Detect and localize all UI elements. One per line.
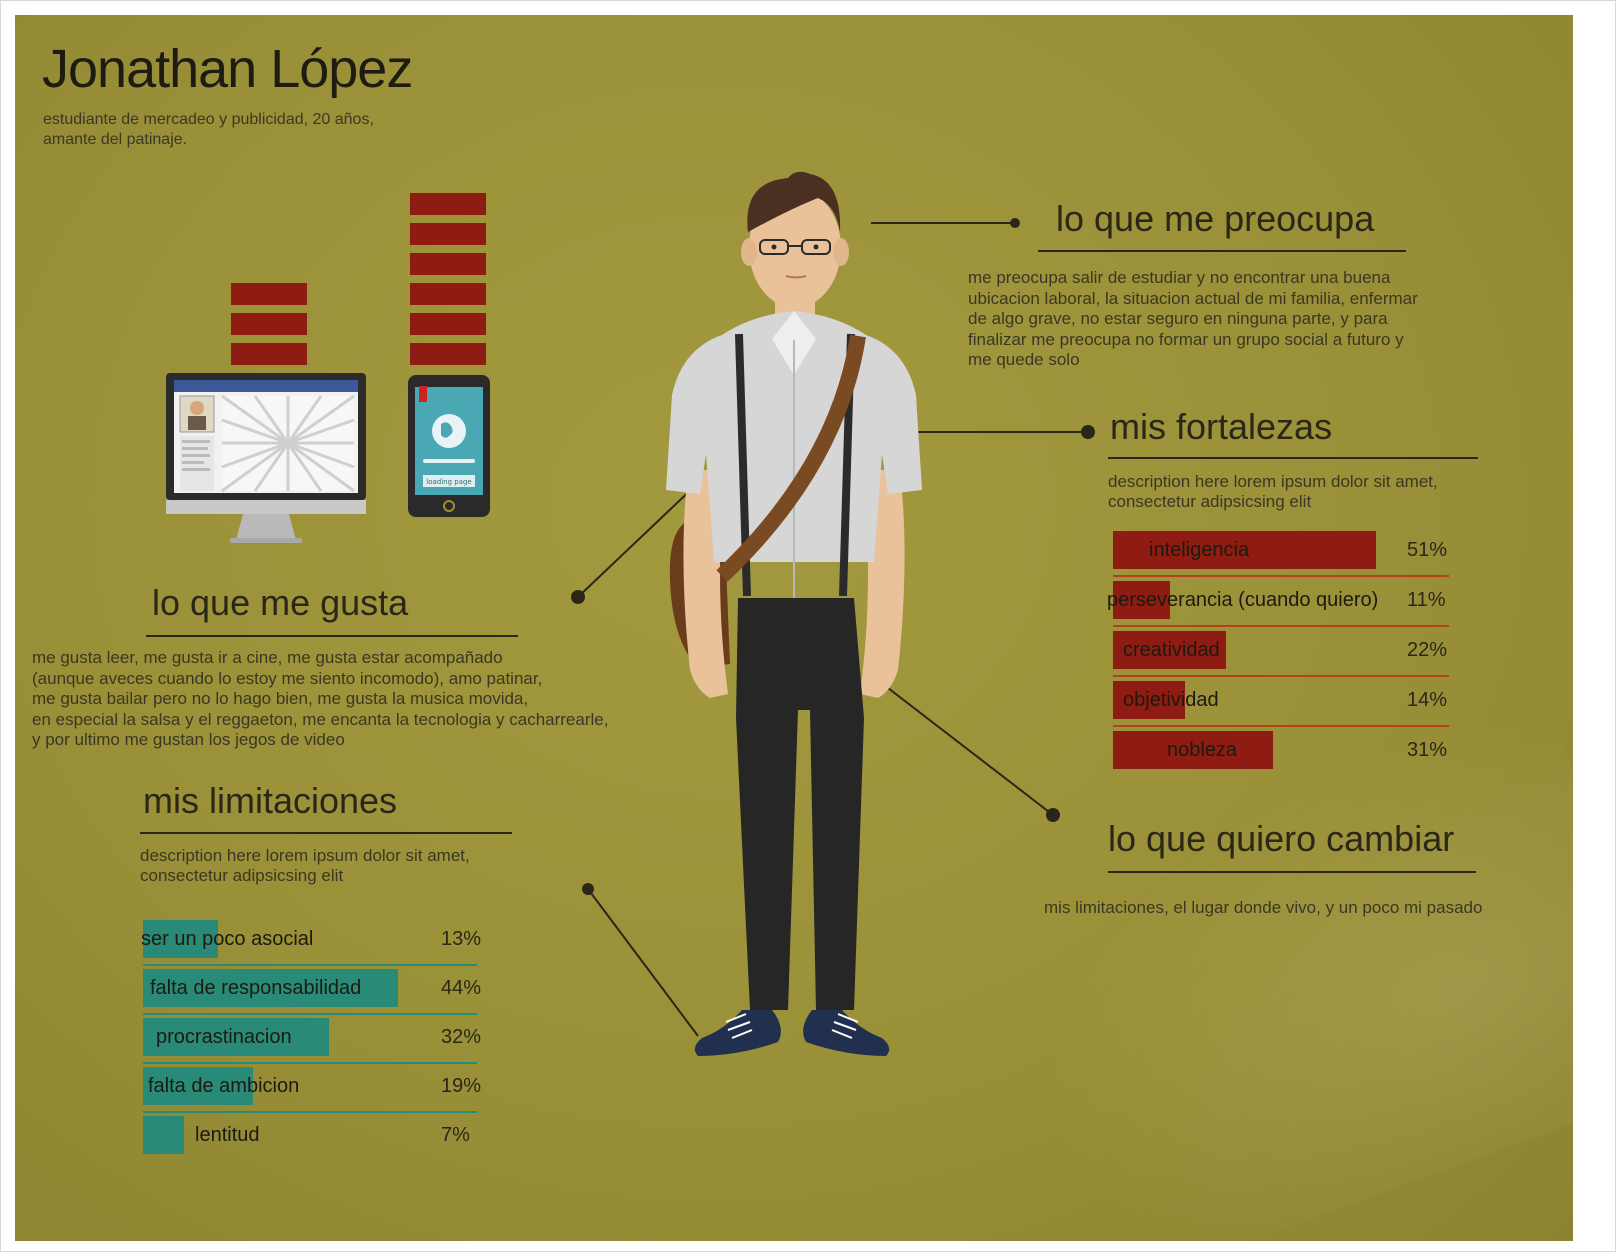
- strength-percent: 22%: [1407, 638, 1448, 661]
- limitation-bar-fill: [143, 969, 398, 1007]
- computer-monitor-icon: [166, 373, 366, 543]
- likes-line: en especial la salsa y el reggaeton, me …: [32, 709, 609, 729]
- likes-text: me gusta leer, me gusta ir a cine, me gu…: [32, 648, 608, 751]
- limitation-label: ser un poco asocial: [141, 927, 314, 950]
- strength-percent: 51%: [1407, 538, 1448, 561]
- worries-line: me quede solo: [968, 350, 1080, 369]
- phone-screen-text: loading page: [426, 478, 472, 486]
- limitation-label: lentitud: [195, 1123, 260, 1146]
- limitation-bar-fill: [143, 1116, 184, 1154]
- strength-bar-fill: [1113, 631, 1226, 669]
- strength-divider: [1113, 625, 1449, 627]
- strength-bar-fill: [1113, 731, 1273, 769]
- likes-heading-rule: [146, 635, 518, 637]
- limitation-divider: [143, 1062, 477, 1064]
- likes-line: me gusta leer, me gusta ir a cine, me gu…: [32, 648, 503, 667]
- strength-label: perseverancia (cuando quiero): [1107, 588, 1379, 611]
- strength-bar-fill: [1113, 581, 1170, 619]
- worries-line: de algo grave, no estar seguro en ningun…: [968, 309, 1388, 328]
- limitation-percent: 19%: [441, 1074, 482, 1097]
- likes-line: me gusta bailar pero no lo hago bien, me…: [32, 689, 529, 708]
- limitation-divider: [143, 964, 477, 966]
- worries-line: finalizar me preocupa no formar un grupo…: [968, 329, 1404, 349]
- subtitle-line: amante del patinaje.: [43, 131, 188, 148]
- computer-block-stack: [231, 283, 307, 365]
- person-name: Jonathan López: [42, 39, 413, 99]
- limitations-description-line: description here lorem ipsum dolor sit a…: [140, 846, 470, 865]
- strength-bar-row: nobleza 31%: [1113, 731, 1449, 769]
- strengths-description-line: description here lorem ipsum dolor sit a…: [1108, 472, 1438, 491]
- strengths-heading-rule: [1108, 457, 1478, 459]
- limitation-percent: 44%: [441, 976, 482, 999]
- strength-bar-fill: [1113, 531, 1376, 569]
- limitations-description-line: consectetur adipsicsing elit: [140, 866, 344, 885]
- strength-label: inteligencia: [1149, 538, 1250, 561]
- strength-divider: [1113, 575, 1449, 577]
- likes-heading: lo que me gusta: [152, 582, 409, 623]
- limitation-divider: [143, 1013, 477, 1015]
- strength-bar-row: inteligencia 51%: [1113, 531, 1449, 569]
- strength-bar-row: creatividad 22%: [1113, 631, 1449, 669]
- limitation-bar-fill: [143, 1067, 253, 1105]
- phone-block-stack: [410, 193, 486, 365]
- limitation-percent: 13%: [441, 927, 482, 950]
- strength-percent: 11%: [1407, 588, 1446, 611]
- change-text: mis limitaciones, el lugar donde vivo, y…: [1044, 898, 1483, 917]
- limitations-description: description here lorem ipsum dolor sit a…: [140, 846, 470, 886]
- limitation-bar-row: lentitud 7%: [143, 1116, 477, 1154]
- worries-line: me preocupa salir de estudiar y no encon…: [968, 268, 1391, 287]
- limitations-heading: mis limitaciones: [143, 780, 398, 821]
- strength-label: nobleza: [1167, 738, 1238, 761]
- worries-heading: lo que me preocupa: [1056, 198, 1375, 239]
- smartphone-icon: loading page: [408, 375, 490, 517]
- limitation-percent: 32%: [441, 1025, 482, 1048]
- limitation-label: procrastinacion: [156, 1025, 292, 1048]
- strengths-description: description here lorem ipsum dolor sit a…: [1108, 472, 1438, 512]
- limitations-heading-rule: [140, 832, 512, 834]
- worries-heading-rule: [1038, 250, 1406, 252]
- person-subtitle: estudiante de mercadeo y publicidad, 20 …: [43, 110, 374, 150]
- limitation-bar-row: procrastinacion 32%: [143, 1018, 481, 1056]
- strength-bar-row: perseverancia (cuando quiero) 11%: [1107, 581, 1449, 619]
- strength-label: objetividad: [1123, 688, 1219, 711]
- limitation-percent: 7%: [441, 1123, 470, 1146]
- worries-line: ubicacion laboral, la situacion actual d…: [968, 288, 1418, 308]
- likes-line: (aunque aveces cuando lo estoy me siento…: [32, 668, 543, 688]
- limitation-bar-fill: [143, 1018, 329, 1056]
- limitation-bar-fill: [143, 920, 218, 958]
- limitation-label: falta de ambicion: [148, 1074, 300, 1097]
- strength-percent: 14%: [1407, 688, 1448, 711]
- limitation-divider: [143, 1111, 477, 1113]
- strength-divider: [1113, 725, 1449, 727]
- strength-percent: 31%: [1407, 738, 1448, 761]
- strengths-description-line: consectetur adipsicsing elit: [1108, 492, 1312, 511]
- strength-bar-fill: [1113, 681, 1185, 719]
- subtitle-line: estudiante de mercadeo y publicidad, 20 …: [43, 111, 374, 128]
- worries-text: me preocupa salir de estudiar y no encon…: [968, 268, 1418, 371]
- strengths-heading: mis fortalezas: [1110, 406, 1333, 447]
- limitation-label: falta de responsabilidad: [150, 976, 362, 999]
- strength-divider: [1113, 675, 1449, 677]
- strength-bar-row: objetividad 14%: [1113, 681, 1449, 719]
- change-heading: lo que quiero cambiar: [1108, 818, 1455, 859]
- strength-label: creatividad: [1123, 638, 1220, 661]
- limitation-bar-row: ser un poco asocial 13%: [141, 920, 481, 958]
- limitation-bar-row: falta de responsabilidad 44%: [143, 969, 481, 1007]
- likes-line: y por ultimo me gustan los jegos de vide…: [32, 730, 345, 749]
- limitation-bar-row: falta de ambicion 19%: [143, 1067, 481, 1105]
- change-heading-rule: [1108, 871, 1476, 873]
